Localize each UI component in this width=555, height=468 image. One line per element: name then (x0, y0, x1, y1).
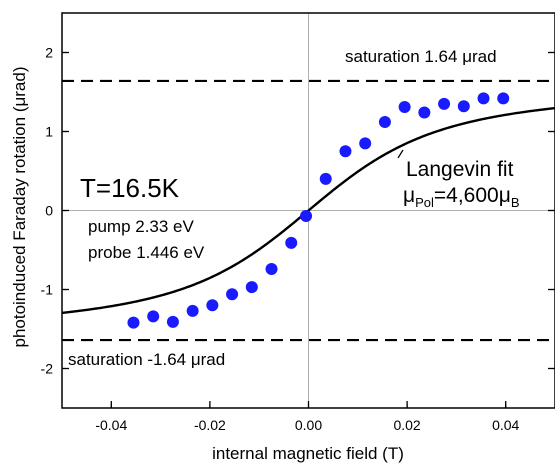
y-axis-label: photoinduced Faraday rotation (μrad) (10, 66, 29, 348)
x-tick-label: -0.04 (95, 417, 127, 433)
data-point (438, 97, 451, 110)
data-point (206, 299, 219, 312)
mu-pol-annotation: μPol=4,600μB (403, 184, 520, 210)
saturation-low-annotation: saturation -1.64 μrad (68, 350, 226, 369)
data-point (166, 315, 179, 328)
mu-b-symbol: μ (498, 184, 511, 207)
data-point (497, 92, 510, 105)
x-tick-label: 0.00 (295, 417, 322, 433)
data-point (457, 100, 470, 113)
data-point (378, 116, 391, 129)
y-tick-label: 1 (45, 124, 53, 140)
pump-annotation: pump 2.33 eV (88, 217, 194, 236)
y-axis-label-container: photoinduced Faraday rotation (μrad) (0, 0, 40, 410)
fit-label-annotation: Langevin fit (406, 158, 514, 181)
data-point (147, 310, 160, 323)
mu-b-subscript: B (510, 195, 520, 211)
y-tick-label: 2 (45, 45, 53, 61)
mu-pol-subscript: Pol (415, 195, 434, 211)
data-point (359, 137, 372, 150)
x-tick-label: 0.02 (393, 417, 420, 433)
y-tick-label: 0 (45, 203, 53, 219)
data-point (226, 288, 239, 301)
data-point (186, 304, 199, 317)
mu-equals-value: =4,600 (433, 184, 499, 207)
x-tick-label: -0.02 (194, 417, 226, 433)
saturation-high-annotation: saturation 1.64 μrad (345, 47, 497, 66)
data-point (285, 236, 298, 249)
data-point (127, 316, 140, 329)
data-point (477, 92, 490, 105)
x-tick-label: 0.04 (492, 417, 519, 433)
data-point (398, 101, 411, 114)
data-point (265, 262, 278, 275)
x-axis-label: internal magnetic field (T) (212, 444, 404, 463)
data-point (245, 281, 258, 294)
mu-symbol: μ (403, 184, 416, 207)
probe-annotation: probe 1.446 eV (88, 243, 205, 262)
temperature-annotation: T=16.5K (80, 173, 180, 203)
data-point (418, 106, 431, 119)
langevin-fit-curve (61, 106, 555, 315)
data-point (300, 210, 313, 223)
y-tick-label: -1 (41, 282, 54, 298)
data-point (319, 172, 332, 185)
y-tick-label: -2 (41, 361, 54, 377)
fit-label-pointer (397, 149, 404, 159)
data-point (339, 145, 352, 158)
